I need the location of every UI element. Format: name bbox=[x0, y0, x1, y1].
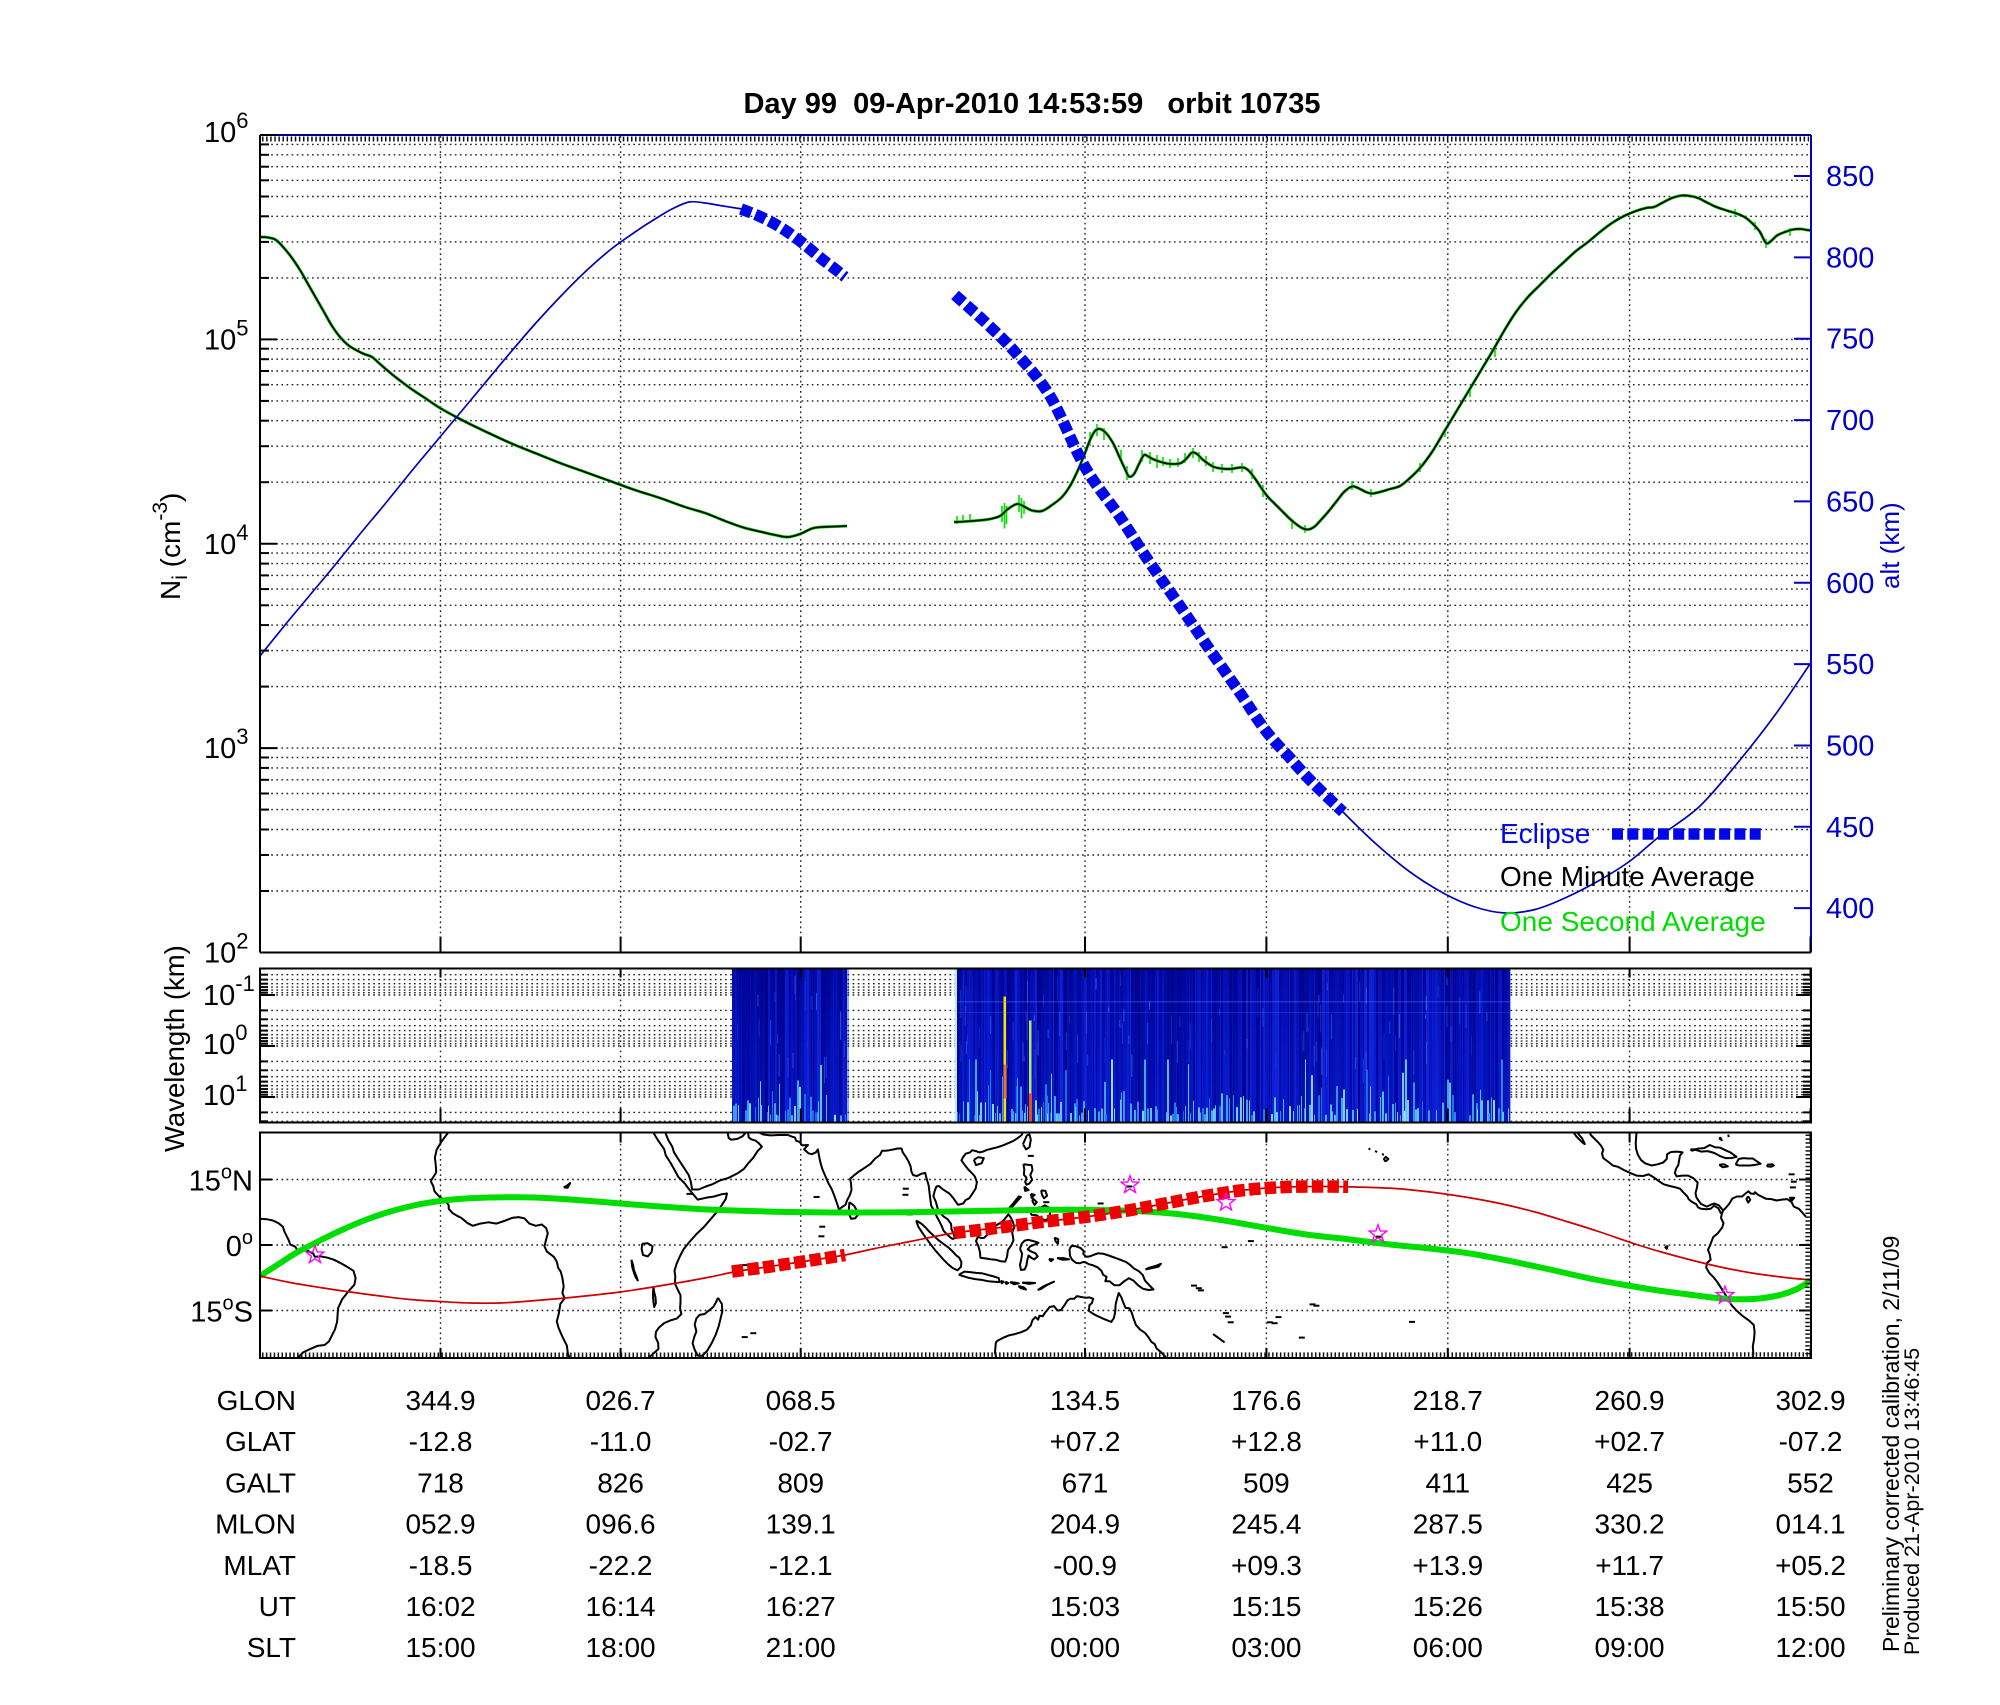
svg-text:15oN: 15oN bbox=[189, 1162, 253, 1198]
svg-text:-18.5: -18.5 bbox=[409, 1550, 473, 1581]
svg-text:16:14: 16:14 bbox=[586, 1591, 656, 1622]
svg-text:16:27: 16:27 bbox=[766, 1591, 836, 1622]
svg-text:-12.8: -12.8 bbox=[409, 1426, 473, 1457]
svg-text:650: 650 bbox=[1826, 486, 1874, 518]
svg-text:Wavelength (km): Wavelength (km) bbox=[159, 945, 190, 1152]
svg-text:15:26: 15:26 bbox=[1413, 1591, 1483, 1622]
svg-text:15:50: 15:50 bbox=[1775, 1591, 1845, 1622]
svg-text:09:00: 09:00 bbox=[1595, 1632, 1665, 1663]
svg-text:+11.0: +11.0 bbox=[1413, 1426, 1482, 1457]
svg-text:800: 800 bbox=[1826, 242, 1874, 274]
svg-text:330.2: 330.2 bbox=[1595, 1509, 1665, 1540]
svg-text:06:00: 06:00 bbox=[1413, 1632, 1483, 1663]
svg-text:00:00: 00:00 bbox=[1050, 1632, 1120, 1663]
svg-text:-00.9: -00.9 bbox=[1053, 1550, 1117, 1581]
svg-text:809: 809 bbox=[777, 1467, 824, 1498]
svg-text:+13.9: +13.9 bbox=[1412, 1550, 1483, 1581]
svg-text:Day 99 09-Apr-2010 14:53:59: Day 99 09-Apr-2010 14:53:59 orbit 10735 bbox=[743, 88, 1320, 120]
svg-text:411: 411 bbox=[1425, 1467, 1470, 1498]
svg-text:21:00: 21:00 bbox=[766, 1632, 836, 1663]
svg-text:One Second Average: One Second Average bbox=[1500, 906, 1766, 937]
svg-text:15:15: 15:15 bbox=[1231, 1591, 1301, 1622]
svg-text:GALT: GALT bbox=[225, 1467, 296, 1498]
svg-text:245.4: 245.4 bbox=[1231, 1509, 1301, 1540]
svg-text:18:00: 18:00 bbox=[586, 1632, 656, 1663]
svg-text:287.5: 287.5 bbox=[1413, 1509, 1483, 1540]
svg-text:500: 500 bbox=[1826, 731, 1874, 763]
svg-text:15:00: 15:00 bbox=[405, 1632, 475, 1663]
svg-text:026.7: 026.7 bbox=[586, 1385, 656, 1416]
svg-text:+05.2: +05.2 bbox=[1775, 1550, 1846, 1581]
svg-text:139.1: 139.1 bbox=[766, 1509, 836, 1540]
svg-text:552: 552 bbox=[1787, 1467, 1834, 1498]
svg-text:+02.7: +02.7 bbox=[1594, 1426, 1665, 1457]
svg-text:GLON: GLON bbox=[217, 1385, 296, 1416]
svg-text:302.9: 302.9 bbox=[1775, 1385, 1845, 1416]
svg-text:600: 600 bbox=[1826, 568, 1874, 600]
svg-text:-02.7: -02.7 bbox=[769, 1426, 833, 1457]
svg-text:718: 718 bbox=[417, 1467, 464, 1498]
svg-text:-11.0: -11.0 bbox=[590, 1426, 652, 1457]
svg-text:260.9: 260.9 bbox=[1595, 1385, 1665, 1416]
svg-text:alt (km): alt (km) bbox=[1875, 502, 1905, 589]
svg-text:+07.2: +07.2 bbox=[1050, 1426, 1121, 1457]
svg-text:344.9: 344.9 bbox=[405, 1385, 475, 1416]
svg-text:Eclipse: Eclipse bbox=[1500, 818, 1590, 849]
svg-text:425: 425 bbox=[1606, 1467, 1653, 1498]
svg-text:Produced 21-Apr-2010 13:46:45: Produced 21-Apr-2010 13:46:45 bbox=[1900, 1348, 1924, 1655]
svg-text:750: 750 bbox=[1826, 324, 1874, 356]
svg-text:15oS: 15oS bbox=[190, 1293, 253, 1329]
svg-text:MLAT: MLAT bbox=[223, 1550, 296, 1581]
svg-text:068.5: 068.5 bbox=[766, 1385, 836, 1416]
svg-text:204.9: 204.9 bbox=[1050, 1509, 1120, 1540]
svg-text:826: 826 bbox=[597, 1467, 644, 1498]
svg-text:+09.3: +09.3 bbox=[1231, 1550, 1302, 1581]
svg-text:509: 509 bbox=[1243, 1467, 1290, 1498]
svg-text:15:03: 15:03 bbox=[1050, 1591, 1120, 1622]
svg-text:134.5: 134.5 bbox=[1050, 1385, 1120, 1416]
svg-text:+11.7: +11.7 bbox=[1595, 1550, 1664, 1581]
svg-text:052.9: 052.9 bbox=[405, 1509, 475, 1540]
svg-text:014.1: 014.1 bbox=[1775, 1509, 1845, 1540]
svg-text:850: 850 bbox=[1826, 161, 1874, 193]
svg-text:671: 671 bbox=[1062, 1467, 1109, 1498]
svg-text:176.6: 176.6 bbox=[1231, 1385, 1301, 1416]
svg-text:GLAT: GLAT bbox=[225, 1426, 296, 1457]
svg-text:03:00: 03:00 bbox=[1231, 1632, 1301, 1663]
svg-text:+12.8: +12.8 bbox=[1231, 1426, 1302, 1457]
svg-text:096.6: 096.6 bbox=[586, 1509, 656, 1540]
svg-text:15:38: 15:38 bbox=[1595, 1591, 1665, 1622]
svg-text:400: 400 bbox=[1826, 893, 1874, 925]
svg-text:16:02: 16:02 bbox=[405, 1591, 475, 1622]
svg-text:550: 550 bbox=[1826, 649, 1874, 681]
svg-text:-22.2: -22.2 bbox=[589, 1550, 653, 1581]
svg-text:700: 700 bbox=[1826, 405, 1874, 437]
svg-text:MLON: MLON bbox=[215, 1509, 296, 1540]
svg-text:12:00: 12:00 bbox=[1775, 1632, 1845, 1663]
svg-text:450: 450 bbox=[1826, 812, 1874, 844]
svg-text:-12.1: -12.1 bbox=[769, 1550, 833, 1581]
svg-text:-07.2: -07.2 bbox=[1779, 1426, 1843, 1457]
svg-text:One Minute Average: One Minute Average bbox=[1500, 861, 1755, 892]
svg-text:UT: UT bbox=[259, 1591, 296, 1622]
svg-text:218.7: 218.7 bbox=[1413, 1385, 1483, 1416]
svg-text:SLT: SLT bbox=[247, 1632, 296, 1663]
